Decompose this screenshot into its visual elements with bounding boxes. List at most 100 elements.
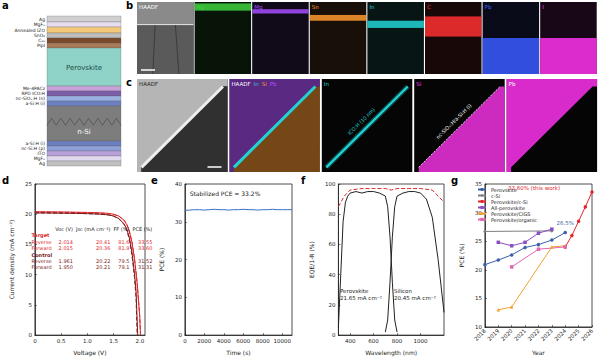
svg-text:0: 0: [332, 332, 336, 338]
svg-text:I: I: [542, 4, 544, 10]
html-text:20.36: 20.36: [96, 245, 111, 252]
svg-text:Year: Year: [531, 349, 545, 356]
svg-text:10: 10: [175, 294, 182, 300]
html-text:Reverse: Reverse: [31, 238, 52, 245]
svg-text:20: 20: [475, 267, 482, 273]
svg-text:0: 0: [183, 338, 187, 344]
svg-text:2022: 2022: [526, 328, 540, 342]
svg-text:PipI: PipI: [37, 43, 45, 48]
svg-text:20.45 mA cm⁻²: 20.45 mA cm⁻²: [394, 295, 436, 301]
svg-text:2020: 2020: [500, 327, 514, 341]
svg-text:EQE/1-R (%): EQE/1-R (%): [308, 241, 315, 278]
svg-text:0: 0: [28, 332, 32, 338]
svg-text:25: 25: [475, 238, 482, 244]
html-text:81.6: 81.6: [118, 238, 130, 245]
svg-text:Annealed IZO: Annealed IZO: [14, 28, 45, 33]
svg-text:ICO:H (10 nm): ICO:H (10 nm): [347, 106, 377, 135]
html-text:Forward: Forward: [31, 245, 52, 252]
svg-text:2023: 2023: [540, 327, 554, 341]
html-text:2.015: 2.015: [58, 245, 73, 252]
html-text:Control: Control: [31, 251, 53, 258]
svg-text:HAADF: HAADF: [139, 4, 158, 10]
svg-text:30: 30: [175, 219, 182, 225]
svg-text:Si: Si: [416, 81, 421, 87]
svg-text:Current density (mA cm⁻²): Current density (mA cm⁻²): [8, 220, 16, 300]
svg-text:35: 35: [475, 181, 482, 187]
svg-text:1.0: 1.0: [83, 338, 92, 344]
html-text:81.9: 81.9: [118, 245, 130, 252]
svg-text:800: 800: [392, 338, 403, 344]
svg-text:Wavelength (nm): Wavelength (nm): [365, 349, 417, 357]
html-text:20.41: 20.41: [96, 238, 111, 245]
svg-text:5: 5: [28, 302, 32, 308]
svg-text:0: 0: [33, 338, 37, 344]
html-text:Target: Target: [31, 232, 50, 239]
svg-text:8000: 8000: [256, 338, 270, 344]
svg-text:2000: 2000: [197, 338, 211, 344]
svg-text:C: C: [427, 4, 431, 10]
svg-text:PCE (%): PCE (%): [458, 244, 465, 268]
svg-text:In: In: [324, 81, 330, 87]
svg-text:Sn: Sn: [312, 4, 319, 10]
svg-text:10: 10: [25, 272, 32, 278]
svg-text:HAADFInSiPb: HAADFInSiPb: [231, 81, 277, 87]
svg-text:40: 40: [328, 272, 335, 278]
svg-text:Ag: Ag: [39, 161, 45, 166]
svg-text:Mg: Mg: [254, 4, 262, 11]
svg-text:0.5: 0.5: [57, 338, 66, 344]
svg-text:nc-SiOₓ:H/a-Si:H (i): nc-SiOₓ:H/a-Si:H (i): [435, 102, 473, 140]
svg-text:Time (s): Time (s): [225, 349, 250, 356]
svg-text:Pb: Pb: [509, 81, 516, 87]
svg-text:Perovskite: Perovskite: [66, 64, 102, 72]
html-text:d: d: [2, 175, 10, 186]
svg-text:2025: 2025: [567, 327, 581, 341]
html-text:b: b: [126, 0, 134, 11]
svg-text:25: 25: [25, 181, 32, 187]
svg-text:2019: 2019: [486, 327, 500, 341]
svg-text:80: 80: [328, 211, 335, 217]
svg-text:2018: 2018: [473, 327, 487, 341]
svg-text:100: 100: [325, 181, 336, 187]
svg-text:2026: 2026: [580, 327, 594, 341]
svg-text:1.5: 1.5: [109, 338, 118, 344]
svg-text:1000: 1000: [414, 338, 428, 344]
svg-text:600: 600: [368, 338, 379, 344]
svg-text:15: 15: [25, 241, 32, 247]
svg-text:20: 20: [25, 211, 32, 217]
svg-text:10000: 10000: [274, 338, 292, 344]
html-text:33.60: 33.60: [138, 245, 153, 252]
svg-text:a-Si:H (i): a-Si:H (i): [25, 101, 45, 106]
html-text:33.55: 33.55: [138, 238, 153, 245]
svg-text:2.0: 2.0: [135, 338, 144, 344]
svg-text:20: 20: [328, 302, 335, 308]
svg-text:4000: 4000: [217, 338, 231, 344]
svg-text:400: 400: [345, 338, 356, 344]
svg-text:MgFₓ: MgFₓ: [34, 22, 45, 27]
svg-text:20: 20: [175, 257, 182, 263]
svg-text:0: 0: [178, 332, 182, 338]
svg-text:26.5%: 26.5%: [556, 220, 573, 226]
html-text:a: a: [2, 0, 9, 11]
svg-text:In: In: [369, 4, 375, 10]
html-text:g: g: [451, 175, 459, 186]
svg-text:Ag: Ag: [39, 17, 45, 22]
svg-text:Silicon: Silicon: [394, 288, 412, 294]
svg-text:2021: 2021: [513, 328, 527, 342]
svg-text:PCE (%): PCE (%): [158, 248, 165, 272]
svg-text:15: 15: [475, 295, 482, 301]
svg-text:60: 60: [328, 241, 335, 247]
html-text:2.014: 2.014: [58, 238, 73, 245]
svg-text:Pb: Pb: [485, 4, 492, 10]
svg-text:Voltage (V): Voltage (V): [73, 349, 106, 357]
svg-text:Stabilized PCE = 33.2%: Stabilized PCE = 33.2%: [190, 190, 261, 197]
svg-text:21.65 mA cm⁻²: 21.65 mA cm⁻²: [340, 295, 382, 301]
svg-text:6000: 6000: [236, 338, 250, 344]
svg-text:Ag: Ag: [197, 4, 204, 11]
svg-text:HAADF: HAADF: [139, 81, 158, 87]
svg-text:Perovskite: Perovskite: [340, 288, 369, 294]
svg-text:2024: 2024: [553, 327, 567, 341]
svg-text:n-Si: n-Si: [77, 128, 90, 136]
html-text:e: e: [151, 175, 158, 186]
svg-text:Perovskite/organic: Perovskite/organic: [491, 217, 537, 224]
svg-text:40: 40: [175, 181, 182, 187]
